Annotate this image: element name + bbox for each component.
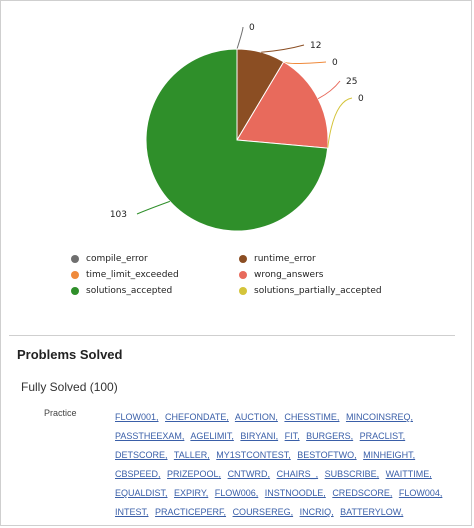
problem-link-instnoodle[interactable]: INSTNOODLE, [264,488,326,498]
legend-item-solutions-partially-accepted[interactable]: solutions_partially_accepted [239,284,409,297]
legend-dot-icon [71,270,79,279]
problem-link-agelimit[interactable]: AGELIMIT, [190,431,234,441]
problem-link-detscore[interactable]: DETSCORE, [115,450,168,460]
practice-label: Practice [44,408,77,418]
problem-link-auction[interactable]: AUCTION, [234,412,278,422]
problem-link-batterylow[interactable]: BATTERYLOW, [340,507,404,517]
problem-link-cbspeed[interactable]: CBSPEED, [115,469,161,479]
problem-link-chesstime[interactable]: CHESSTIME, [284,412,340,422]
problem-link-taller[interactable]: TALLER, [173,450,210,460]
problem-link-practiceperf[interactable]: PRACTICEPERF, [155,507,227,517]
data-label-solutions-partially-accepted: 0 [358,94,364,104]
problem-link-minheight[interactable]: MINHEIGHT, [363,450,416,460]
data-label-solutions-accepted: 103 [110,210,127,220]
pie-slice-solutions-accepted[interactable] [145,48,329,232]
data-label-time-limit-exceeded: 0 [332,58,338,68]
leader-line-wrong-answers [317,80,341,100]
leader-line-time-limit-exceeded [283,61,327,64]
legend-dot-icon [71,254,79,263]
problem-link-chairs-[interactable]: CHAIRS_, [276,469,319,479]
legend-item-wrong-answers[interactable]: wrong_answers [239,268,409,281]
pie-slice-wrong-answers[interactable] [236,61,329,149]
data-label-runtime-error: 12 [310,41,321,51]
legend-label: solutions_partially_accepted [254,285,382,296]
problem-link-prizepool[interactable]: PRIZEPOOL, [167,469,222,479]
problem-link-equaldist[interactable]: EQUALDIST, [115,488,168,498]
fully-solved-heading: Fully Solved (100) [21,380,118,394]
legend-dot-icon [71,286,79,295]
problem-link-mincoinsreq[interactable]: MINCOINSREQ, [345,412,413,422]
problem-link-intest[interactable]: INTEST, [115,507,149,517]
problem-link-cntwrd[interactable]: CNTWRD, [227,469,271,479]
legend-label: solutions_accepted [86,285,173,296]
problem-link-credscore[interactable]: CREDSCORE, [332,488,393,498]
leader-line-runtime-error [261,44,305,53]
problem-link-bestoftwo[interactable]: BESTOFTWO, [297,450,357,460]
legend-label: wrong_answers [254,269,324,280]
practice-problem-list: FLOW001, CHEFONDATE, AUCTION, CHESSTIME,… [115,408,451,522]
legend-dot-icon [239,254,247,263]
problem-link-flow006[interactable]: FLOW006, [214,488,259,498]
problem-link-my1stcontest[interactable]: MY1STCONTEST, [216,450,291,460]
legend-dot-icon [239,270,247,279]
legend-dot-icon [239,286,247,295]
problem-link-coursereg[interactable]: COURSEREG, [232,507,294,517]
problem-link-flow001[interactable]: FLOW001, [115,412,159,422]
problem-link-chefondate[interactable]: CHEFONDATE, [165,412,229,422]
legend-item-solutions-accepted[interactable]: solutions_accepted [71,284,239,297]
legend-label: time_limit_exceeded [86,269,179,280]
problem-link-praclist[interactable]: PRACLIST, [359,431,406,441]
problem-link-expiry[interactable]: EXPIRY, [174,488,209,498]
section-divider [9,335,455,336]
legend-item-compile-error[interactable]: compile_error [71,252,239,265]
chart-legend: compile_error runtime_error time_limit_exc… [71,252,411,297]
legend-label: compile_error [86,253,148,264]
problem-link-flow004[interactable]: FLOW004, [398,488,443,498]
data-label-wrong-answers: 25 [346,77,357,87]
problem-link-fit[interactable]: FIT, [284,431,300,441]
problem-link-passtheexam[interactable]: PASSTHEEXAM, [115,431,185,441]
problem-link-incriq[interactable]: INCRIQ, [299,507,334,517]
problem-link-burgers[interactable]: BURGERS, [306,431,354,441]
leader-line-solutions-accepted [136,200,171,215]
problem-link-biryani[interactable]: BIRYANI, [240,431,279,441]
problems-solved-heading: Problems Solved [17,347,123,362]
problem-link-waittime[interactable]: WAITTIME, [385,469,432,479]
problem-link-subscribe[interactable]: SUBSCRIBE, [324,469,380,479]
data-label-compile-error: 0 [249,23,255,33]
leader-line-compile-error [236,26,244,50]
legend-item-time-limit-exceeded[interactable]: time_limit_exceeded [71,268,239,281]
leader-line-solutions-partially-accepted [327,97,353,149]
legend-label: runtime_error [254,253,316,264]
legend-item-runtime-error[interactable]: runtime_error [239,252,409,265]
